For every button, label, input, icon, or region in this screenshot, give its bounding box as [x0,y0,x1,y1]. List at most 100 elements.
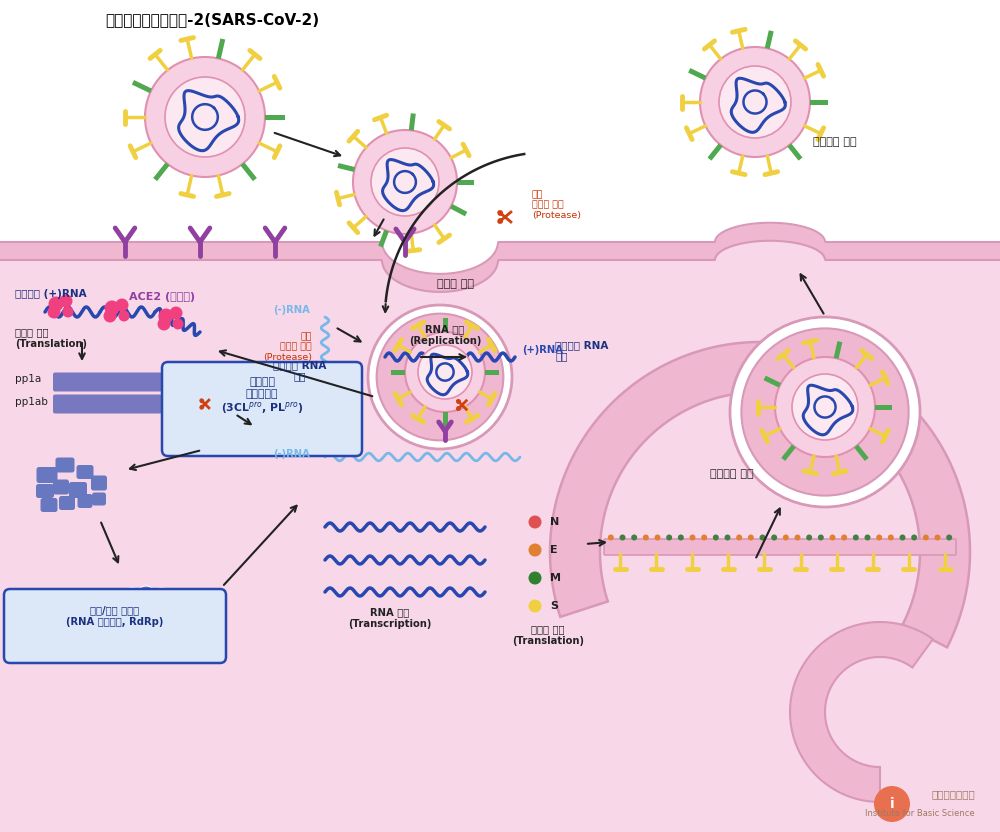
Polygon shape [391,369,405,374]
Circle shape [760,534,766,541]
Circle shape [173,319,184,329]
Circle shape [620,534,626,541]
Circle shape [775,357,875,457]
FancyBboxPatch shape [53,479,69,494]
Polygon shape [764,376,781,388]
Circle shape [713,534,719,541]
Circle shape [48,305,61,319]
Circle shape [876,534,882,541]
Text: 복제/전사 복합체
(RNA 중합효소, RdRp): 복제/전사 복합체 (RNA 중합효소, RdRp) [66,605,164,626]
FancyBboxPatch shape [4,589,226,663]
Polygon shape [790,622,933,802]
Circle shape [654,534,660,541]
Circle shape [874,786,910,822]
Text: 바이러스 RNA
침투: 바이러스 RNA 침투 [555,340,608,362]
Circle shape [888,534,894,541]
FancyBboxPatch shape [53,373,187,392]
Polygon shape [153,162,170,181]
Text: 바이러스 방출: 바이러스 방출 [813,137,857,147]
Circle shape [806,534,812,541]
Text: 기초과학연구원: 기초과학연구원 [931,789,975,799]
Circle shape [853,534,859,541]
Polygon shape [834,341,842,359]
Circle shape [741,329,909,496]
Text: 단백질 합성
(Translation): 단백질 합성 (Translation) [512,624,584,646]
Circle shape [60,295,73,308]
Polygon shape [337,163,355,172]
Text: pp1ab: pp1ab [15,397,48,407]
Circle shape [353,130,457,234]
Text: E: E [550,545,558,555]
Polygon shape [265,115,285,120]
Circle shape [792,374,858,440]
Polygon shape [810,100,828,105]
Text: (+)RNA: (+)RNA [522,345,563,355]
Circle shape [771,534,777,541]
Circle shape [165,77,245,157]
Circle shape [116,299,129,311]
FancyBboxPatch shape [162,362,362,456]
Polygon shape [378,230,389,247]
Circle shape [119,310,130,321]
Text: S: S [550,601,558,611]
Circle shape [864,534,871,541]
Circle shape [934,534,940,541]
Circle shape [794,534,800,541]
Polygon shape [781,444,796,461]
Circle shape [63,306,74,318]
Text: 바이러스 조립: 바이러스 조립 [710,469,754,479]
Text: 바이러스
단백질가위
(3CL$^{pro}$, PL$^{pro}$): 바이러스 단백질가위 (3CL$^{pro}$, PL$^{pro}$) [221,377,303,416]
Circle shape [371,148,439,216]
Text: 바이러스 (+)RNA: 바이러스 (+)RNA [15,289,87,299]
Text: ACE2 (수용체): ACE2 (수용체) [129,292,195,302]
Circle shape [405,332,485,412]
Circle shape [730,317,920,507]
Text: N: N [550,517,559,527]
Polygon shape [485,369,499,374]
Circle shape [748,534,754,541]
Polygon shape [443,412,448,426]
Text: RNA 전사
(Transcription): RNA 전사 (Transcription) [348,607,432,629]
Polygon shape [443,318,448,332]
Circle shape [528,572,542,585]
Circle shape [528,543,542,557]
Circle shape [170,306,183,319]
Circle shape [158,318,171,330]
FancyBboxPatch shape [77,465,94,479]
Text: 세포막 융합: 세포막 융합 [437,279,474,289]
Circle shape [608,534,614,541]
FancyBboxPatch shape [53,394,237,414]
Polygon shape [787,143,802,161]
FancyBboxPatch shape [37,467,58,483]
Polygon shape [457,180,474,185]
Circle shape [736,534,742,541]
Circle shape [153,587,170,605]
Text: RNA 복제
(Replication): RNA 복제 (Replication) [409,324,481,345]
Circle shape [719,66,791,138]
Circle shape [946,534,952,541]
Polygon shape [854,444,869,461]
Text: 바이러스 RNA
침투: 바이러스 RNA 침투 [273,360,327,382]
Polygon shape [550,342,970,647]
Circle shape [643,534,649,541]
Polygon shape [765,30,774,49]
Circle shape [124,587,141,605]
FancyBboxPatch shape [56,458,75,473]
Text: 사스코로나바이러스-2(SARS-CoV-2): 사스코로나바이러스-2(SARS-CoV-2) [105,12,319,27]
Circle shape [678,534,684,541]
Text: 단백질 합성
(Translation): 단백질 합성 (Translation) [15,327,87,349]
Circle shape [368,305,512,449]
Text: 세포
단백질 가위
(Protease): 세포 단백질 가위 (Protease) [532,190,581,220]
Polygon shape [875,404,892,409]
Circle shape [923,534,929,541]
Circle shape [377,314,503,440]
Circle shape [666,534,672,541]
Text: (-)RNA: (-)RNA [273,305,310,315]
Circle shape [700,47,810,157]
Circle shape [49,296,64,311]
Polygon shape [216,38,225,59]
Circle shape [701,534,707,541]
Polygon shape [688,68,707,81]
FancyBboxPatch shape [36,484,54,498]
Text: Institute for Basic Science: Institute for Basic Science [865,810,975,819]
